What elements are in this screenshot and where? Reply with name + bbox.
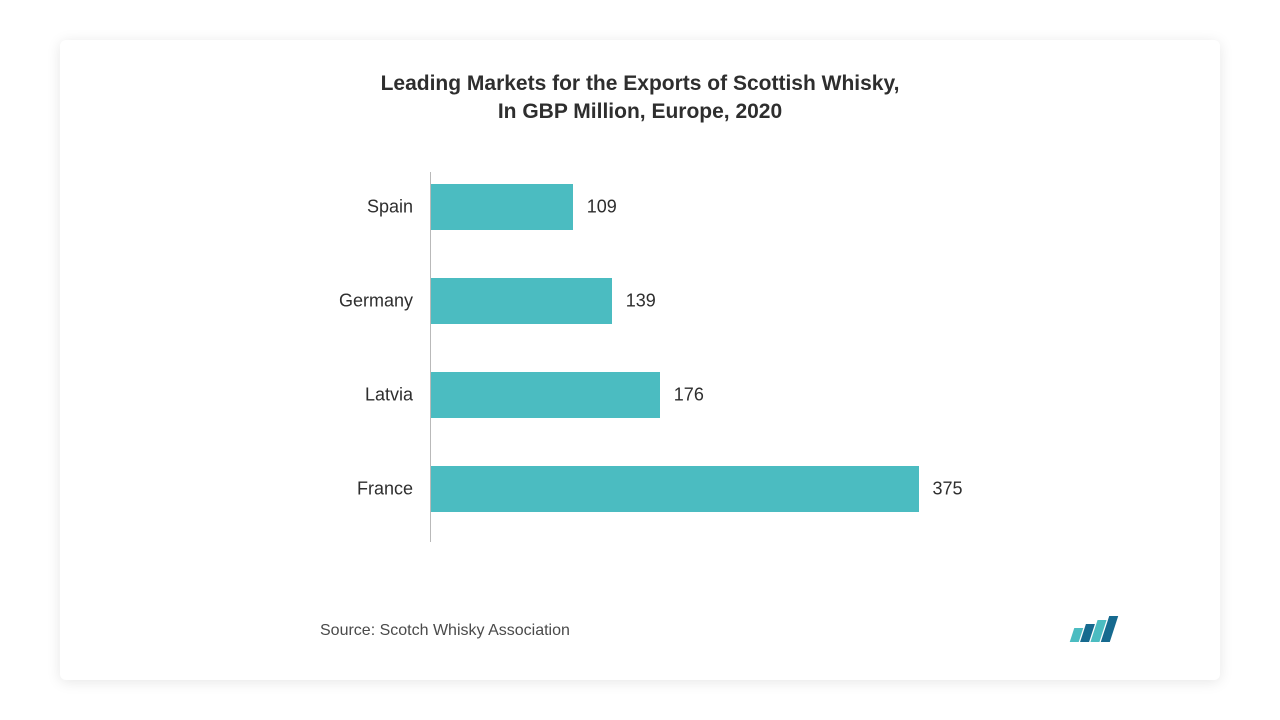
bar: [431, 278, 612, 324]
category-label: France: [357, 478, 413, 499]
value-label: 139: [626, 290, 656, 311]
value-label: 109: [587, 196, 617, 217]
bar-row: Latvia176: [431, 360, 1040, 430]
chart-plot-area: Spain109 Germany139 Latvia176 France375: [430, 172, 1040, 542]
bar-row: France375: [431, 454, 1040, 524]
title-line-2: In GBP Million, Europe, 2020: [100, 98, 1180, 126]
brand-logo-icon: [1072, 614, 1120, 642]
bar: [431, 372, 660, 418]
title-line-1: Leading Markets for the Exports of Scott…: [100, 70, 1180, 98]
bar: [431, 466, 919, 512]
bar-row: Germany139: [431, 266, 1040, 336]
source-attribution: Source: Scotch Whisky Association: [320, 622, 570, 640]
value-label: 375: [933, 478, 963, 499]
bar: [431, 184, 573, 230]
chart-title: Leading Markets for the Exports of Scott…: [100, 70, 1180, 127]
chart-card: Leading Markets for the Exports of Scott…: [60, 40, 1220, 680]
category-label: Spain: [367, 196, 413, 217]
bar-row: Spain109: [431, 172, 1040, 242]
category-label: Latvia: [365, 384, 413, 405]
category-label: Germany: [339, 290, 413, 311]
value-label: 176: [674, 384, 704, 405]
